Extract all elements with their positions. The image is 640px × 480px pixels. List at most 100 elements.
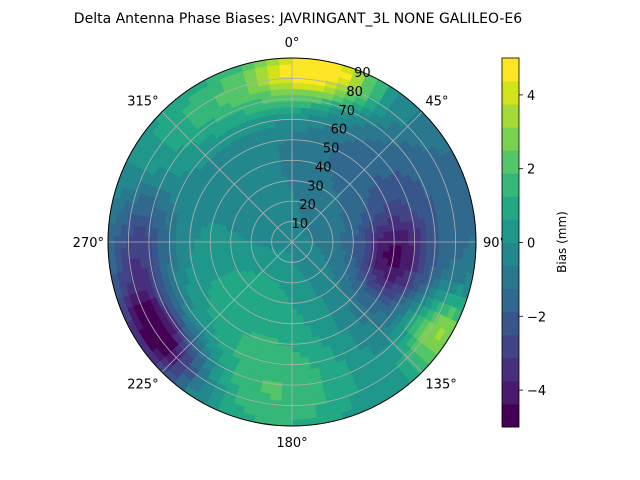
colorbar-tick-label: 0: [527, 237, 535, 252]
contour-cell: [291, 376, 303, 384]
colorbar-label: Bias (mm): [555, 211, 569, 273]
contour-cell: [187, 245, 195, 254]
contour-cell: [401, 245, 409, 255]
azimuth-label: 45°: [425, 95, 448, 110]
contour-cell: [277, 338, 286, 347]
contour-cell: [364, 227, 372, 235]
contour-cell: [224, 243, 232, 250]
contour-cell: [291, 161, 298, 169]
contour-cell: [280, 82, 293, 90]
contour-cell: [285, 149, 293, 157]
contour-cell: [298, 137, 307, 146]
contour-cell: [291, 58, 306, 65]
contour-cell: [286, 302, 293, 310]
contour-cell: [364, 233, 373, 240]
contour-cell: [187, 230, 195, 239]
contour-cell: [298, 131, 308, 140]
contour-cell: [389, 230, 397, 239]
contour-cell: [419, 246, 428, 257]
contour-cell: [120, 223, 128, 237]
contour-cell: [282, 106, 293, 114]
contour-cell: [278, 149, 287, 158]
contour-cell: [283, 357, 293, 365]
contour-cell: [370, 226, 378, 234]
contour-cell: [281, 168, 288, 176]
contour-cell: [297, 326, 306, 335]
contour-cell: [291, 149, 299, 157]
contour-cell: [193, 231, 201, 240]
contour-cell: [282, 364, 293, 372]
contour-cell: [299, 125, 309, 134]
contour-cell: [279, 63, 293, 71]
contour-cell: [150, 226, 159, 238]
contour-cell: [199, 244, 207, 252]
contour-cell: [425, 246, 434, 258]
contour-cell: [291, 143, 300, 151]
contour-cell: [291, 302, 298, 310]
contour-cell: [462, 223, 471, 237]
contour-cell: [286, 174, 293, 182]
contour-cell: [230, 243, 238, 249]
azimuth-grid-line: [291, 241, 423, 373]
contour-cell: [291, 131, 301, 139]
azimuth-label: 225°: [127, 377, 158, 392]
contour-cell: [425, 226, 434, 238]
contour-cell: [291, 345, 301, 353]
contour-cell: [236, 243, 244, 249]
azimuth-grid-line: [161, 241, 293, 373]
contour-field: [108, 58, 476, 426]
contour-cell: [346, 235, 354, 241]
contour-cell: [291, 327, 299, 335]
contour-cell: [291, 88, 304, 96]
contour-cell: [278, 143, 286, 152]
contour-cell: [280, 88, 293, 96]
contour-cell: [286, 161, 293, 169]
contour-cell: [291, 76, 304, 84]
colorbar-band: [502, 403, 519, 428]
contour-cell: [444, 225, 452, 237]
contour-cell: [450, 247, 458, 260]
radial-tick-label: 40: [315, 160, 332, 175]
contour-cell: [113, 223, 122, 237]
contour-cell: [283, 351, 293, 359]
contour-cell: [277, 137, 286, 146]
polar-grid: [107, 57, 477, 427]
contour-cell: [132, 247, 140, 259]
colorbar-band: [502, 58, 519, 82]
radial-tick-label: 80: [346, 85, 363, 100]
contour-cell: [297, 320, 305, 328]
contour-cell: [407, 228, 415, 239]
contour-cell: [279, 156, 287, 164]
contour-cell: [438, 246, 446, 259]
contour-cell: [283, 125, 293, 133]
contour-cell: [291, 413, 305, 421]
contour-cell: [286, 315, 293, 323]
colorbar-band: [502, 173, 519, 197]
contour-cell: [279, 406, 293, 415]
contour-cell: [296, 314, 304, 322]
contour-cell: [212, 249, 220, 257]
contour-cell: [282, 174, 289, 182]
contour-cell: [120, 247, 128, 261]
contour-cell: [291, 382, 303, 390]
colorbar-band: [502, 242, 519, 267]
colorbar-band: [502, 81, 519, 105]
azimuth-grid-line: [161, 111, 293, 243]
contour-cell: [281, 382, 293, 390]
contour-cell: [126, 247, 134, 260]
azimuth-label: 135°: [425, 377, 456, 392]
contour-cell: [287, 180, 293, 188]
contour-cell: [279, 69, 293, 78]
contour-cell: [413, 228, 422, 239]
contour-cell: [358, 233, 366, 240]
contour-cell: [334, 236, 342, 241]
contour-cell: [276, 131, 286, 140]
contour-cell: [370, 244, 379, 252]
contour-cell: [286, 308, 293, 316]
contour-cell: [282, 370, 293, 378]
azimuth-label: 315°: [127, 95, 158, 110]
plot-outline: [107, 57, 477, 427]
contour-cell: [162, 245, 171, 256]
radial-tick-label: 90: [354, 66, 371, 81]
